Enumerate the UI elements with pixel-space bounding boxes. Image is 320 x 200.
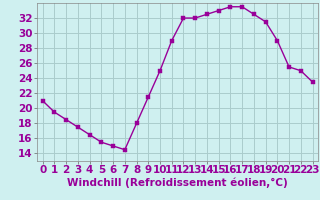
X-axis label: Windchill (Refroidissement éolien,°C): Windchill (Refroidissement éolien,°C) [67,178,288,188]
